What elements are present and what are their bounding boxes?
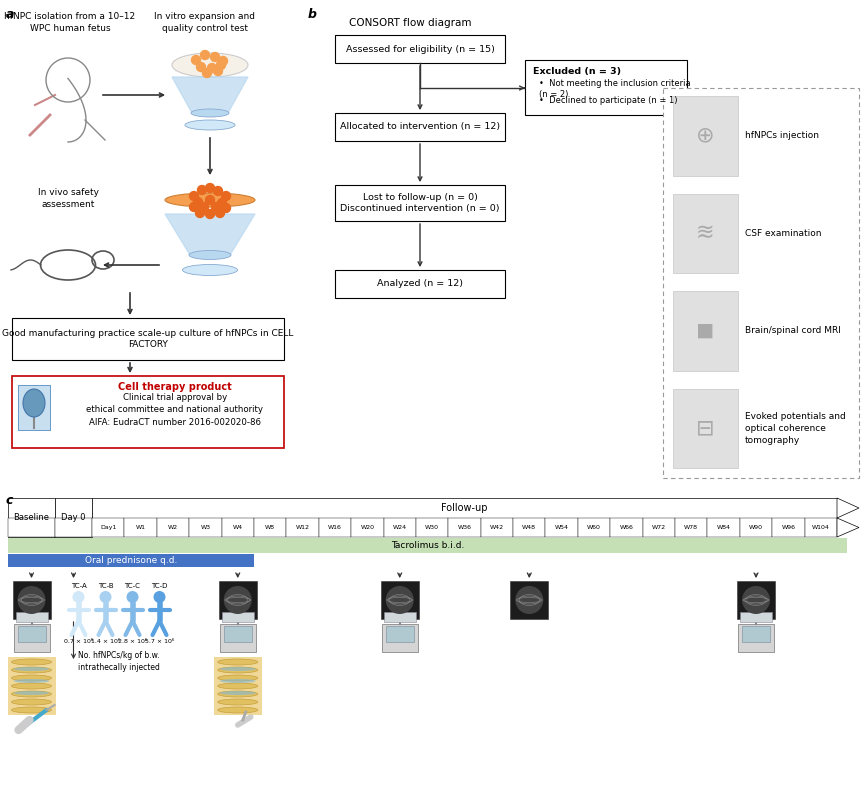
Text: b: b [308,8,317,21]
FancyBboxPatch shape [707,518,740,537]
Ellipse shape [182,265,238,275]
FancyBboxPatch shape [214,657,262,715]
Text: W20: W20 [361,525,375,530]
Text: Baseline: Baseline [14,513,49,522]
Text: W96: W96 [781,525,795,530]
Ellipse shape [219,679,256,683]
Ellipse shape [14,679,49,683]
Circle shape [205,183,214,193]
FancyBboxPatch shape [740,612,772,622]
Polygon shape [165,214,255,255]
Circle shape [193,198,203,207]
Text: hfNPCs injection: hfNPCs injection [745,132,819,140]
Text: W60: W60 [587,525,601,530]
FancyBboxPatch shape [673,388,738,468]
FancyBboxPatch shape [742,626,770,642]
FancyBboxPatch shape [381,624,418,652]
Text: 0.7 × 10⁶: 0.7 × 10⁶ [64,639,93,644]
FancyBboxPatch shape [92,518,124,537]
Text: •  Declined to participate (n = 1): • Declined to participate (n = 1) [539,96,677,105]
Ellipse shape [14,667,49,671]
Text: ⊟: ⊟ [695,418,714,438]
Text: W36: W36 [458,525,472,530]
FancyBboxPatch shape [673,291,738,370]
Circle shape [100,591,112,603]
Ellipse shape [11,659,51,665]
FancyBboxPatch shape [545,518,578,537]
FancyBboxPatch shape [805,518,837,537]
Text: Excluded (n = 3): Excluded (n = 3) [533,67,621,76]
Text: Clinical trial approval by
ethical committee and national authority
AIFA: EudraC: Clinical trial approval by ethical commi… [87,393,264,427]
Circle shape [217,61,225,69]
Circle shape [216,208,225,218]
Text: W66: W66 [620,525,634,530]
FancyBboxPatch shape [55,518,92,537]
Text: W84: W84 [717,525,731,530]
Text: Brain/spinal cord MRI: Brain/spinal cord MRI [745,326,841,335]
Text: CONSORT flow diagram: CONSORT flow diagram [349,18,472,28]
FancyBboxPatch shape [525,60,687,115]
FancyBboxPatch shape [673,96,738,175]
Text: W1: W1 [135,525,146,530]
Text: Day1: Day1 [100,525,116,530]
FancyBboxPatch shape [286,518,319,537]
Circle shape [211,52,219,61]
Text: In vitro expansion and
quality control test: In vitro expansion and quality control t… [154,12,256,33]
FancyBboxPatch shape [218,581,257,619]
FancyBboxPatch shape [511,581,548,619]
FancyBboxPatch shape [12,581,50,619]
Ellipse shape [219,667,256,671]
Text: W24: W24 [393,525,407,530]
FancyBboxPatch shape [335,270,505,298]
FancyBboxPatch shape [8,554,254,567]
Circle shape [205,210,214,219]
Text: W104: W104 [812,525,830,530]
FancyBboxPatch shape [8,657,55,715]
Polygon shape [837,498,859,518]
FancyBboxPatch shape [12,318,284,360]
Ellipse shape [515,586,544,614]
FancyBboxPatch shape [222,518,254,537]
FancyBboxPatch shape [16,612,48,622]
FancyBboxPatch shape [384,612,415,622]
Text: Allocated to intervention (n = 12): Allocated to intervention (n = 12) [340,123,500,132]
FancyBboxPatch shape [737,581,775,619]
FancyBboxPatch shape [92,498,837,518]
Text: 5.7 × 10⁶: 5.7 × 10⁶ [145,639,174,644]
Text: W8: W8 [265,525,275,530]
FancyBboxPatch shape [8,498,55,537]
FancyBboxPatch shape [610,518,642,537]
Circle shape [153,591,166,603]
FancyBboxPatch shape [675,518,707,537]
Circle shape [199,203,208,211]
FancyBboxPatch shape [381,581,419,619]
Text: No. hfNPCs/kg of b.w.
intrathecally injected: No. hfNPCs/kg of b.w. intrathecally inje… [78,651,160,671]
Ellipse shape [218,659,257,665]
Ellipse shape [11,667,51,673]
Ellipse shape [191,109,229,117]
Text: W72: W72 [652,525,666,530]
Text: W3: W3 [200,525,211,530]
Text: Lost to follow-up (n = 0)
Discontinued intervention (n = 0): Lost to follow-up (n = 0) Discontinued i… [340,193,499,213]
Text: Follow-up: Follow-up [441,503,488,513]
Text: TC-B: TC-B [98,583,114,589]
Circle shape [73,591,84,603]
Circle shape [200,51,210,60]
Circle shape [212,203,220,211]
Circle shape [218,56,227,65]
Text: ≋: ≋ [695,224,714,243]
Circle shape [127,591,139,603]
FancyBboxPatch shape [351,518,383,537]
FancyBboxPatch shape [335,35,505,63]
Text: Evoked potentials and
optical coherence
tomography: Evoked potentials and optical coherence … [745,412,845,445]
Polygon shape [837,518,859,537]
Text: W48: W48 [522,525,537,530]
Text: 1.4 × 10⁶: 1.4 × 10⁶ [91,639,121,644]
Circle shape [195,208,205,218]
Ellipse shape [218,707,257,713]
Ellipse shape [224,586,251,614]
Ellipse shape [11,707,51,713]
Text: W2: W2 [168,525,178,530]
Ellipse shape [17,586,45,614]
Text: W54: W54 [555,525,569,530]
